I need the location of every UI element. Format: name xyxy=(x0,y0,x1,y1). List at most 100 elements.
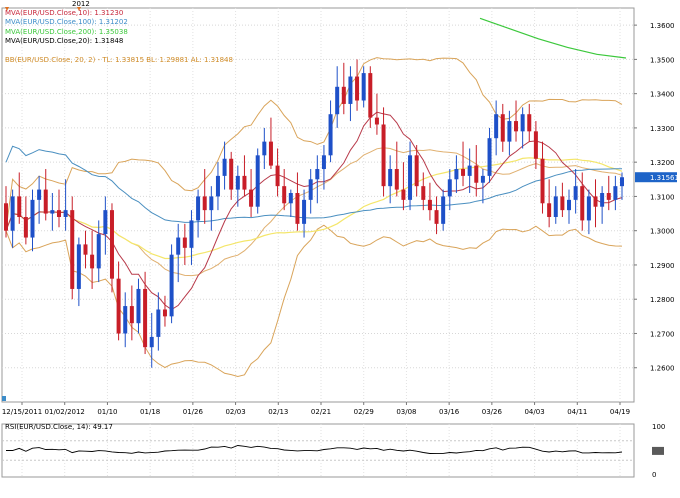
candle-body xyxy=(162,309,167,317)
candle-body xyxy=(215,175,220,197)
year-marker-icon xyxy=(77,7,81,11)
candle-body xyxy=(514,121,519,132)
candle-body xyxy=(593,196,598,207)
candle-body xyxy=(10,196,15,231)
date-tick-label: 02/29 xyxy=(354,408,374,416)
price-tick-label: 1.2800 xyxy=(650,296,675,304)
candle-body xyxy=(507,121,512,142)
last-price-label: 1.31561 xyxy=(650,174,679,182)
price-tick-label: 1.3200 xyxy=(650,159,675,167)
candle-body xyxy=(461,169,466,176)
candle-body xyxy=(103,210,108,235)
candle-body xyxy=(182,237,187,248)
price-tick-label: 1.3600 xyxy=(650,22,675,30)
candle-body xyxy=(268,141,273,166)
candle-body xyxy=(83,244,88,255)
candle-body xyxy=(434,210,439,224)
candle-body xyxy=(553,196,558,217)
rsi-last-marker xyxy=(652,446,664,455)
candle-body xyxy=(169,254,174,317)
candle-body xyxy=(527,114,532,132)
rsi-tick-label: 100 xyxy=(652,423,665,431)
candle-body xyxy=(63,210,68,217)
bollinger-upper-line xyxy=(5,57,623,231)
price-tick-label: 1.2700 xyxy=(650,330,675,338)
candle-body xyxy=(540,158,545,204)
candle-body xyxy=(427,199,432,211)
candle-body xyxy=(308,179,313,200)
candle-body xyxy=(202,196,207,211)
candle-body xyxy=(454,169,459,180)
candle-body xyxy=(56,210,61,217)
date-tick-label: 01/10 xyxy=(97,408,117,416)
candle-body xyxy=(156,309,161,337)
candle-body xyxy=(335,86,340,115)
candle-body xyxy=(480,175,485,183)
candle-body xyxy=(288,193,293,204)
candle-body xyxy=(421,186,426,200)
candle-body xyxy=(414,155,419,187)
date-tick-label: 02/13 xyxy=(268,408,288,416)
scroll-marker-icon xyxy=(2,396,6,401)
candles xyxy=(4,59,624,368)
legend-mva20: MVA(EUR/USD.Close,20): 1.31848 xyxy=(5,37,124,46)
candle-body xyxy=(586,196,591,221)
candle-body xyxy=(109,210,114,279)
candle-body xyxy=(567,199,572,211)
candle-body xyxy=(533,131,538,159)
candle-body xyxy=(620,177,624,187)
price-tick-label: 1.3000 xyxy=(650,228,675,236)
candle-body xyxy=(262,141,267,156)
candle-body xyxy=(235,175,240,190)
candle-body xyxy=(209,196,214,211)
candle-body xyxy=(547,203,552,217)
candle-body xyxy=(295,193,300,224)
candle-body xyxy=(381,124,386,187)
candle-body xyxy=(441,196,446,224)
candle-body xyxy=(494,114,499,139)
candle-body xyxy=(96,234,101,269)
candle-body xyxy=(467,165,472,176)
price-tick-label: 1.3100 xyxy=(650,193,675,201)
rsi-line xyxy=(6,445,623,454)
candle-body xyxy=(242,175,247,190)
candle-body xyxy=(70,210,75,289)
year-label: 2012 xyxy=(72,0,90,8)
candle-body xyxy=(116,278,121,334)
rsi-label: RSI(EUR/USD.Close, 14): 49.17 xyxy=(5,423,113,431)
price-tick-label: 1.3500 xyxy=(650,56,675,64)
candle-body xyxy=(560,196,565,211)
legend-mva100: MVA(EUR/USD.Close,100): 1.31202 xyxy=(5,18,128,27)
legend-mva200: MVA(EUR/USD.Close,200): 1.35038 xyxy=(5,27,128,36)
date-tick-label: 04/11 xyxy=(567,408,587,416)
date-tick-label: 04/19 xyxy=(610,408,630,416)
candle-body xyxy=(255,155,260,207)
date-tick-label: 01/18 xyxy=(140,408,160,416)
candle-body xyxy=(282,186,287,204)
candle-body xyxy=(401,189,406,200)
rsi-tick-label: 0 xyxy=(652,471,656,479)
candle-body xyxy=(328,114,333,156)
start-marker-icon xyxy=(5,7,9,11)
candle-body xyxy=(136,288,141,324)
price-tick-label: 1.2600 xyxy=(650,365,675,373)
candle-body xyxy=(222,158,227,176)
last-price-box xyxy=(635,172,677,183)
candle-body xyxy=(580,186,585,221)
mva100-line xyxy=(5,145,622,223)
candle-body xyxy=(613,186,618,200)
candle-body xyxy=(606,193,611,200)
candle-body xyxy=(275,165,280,187)
mva10-line xyxy=(5,111,623,311)
candle-body xyxy=(37,189,42,200)
candle-body xyxy=(321,155,326,170)
candle-body xyxy=(520,114,525,132)
legend-blank xyxy=(5,47,233,56)
price-tick-label: 1.3300 xyxy=(650,125,675,133)
candle-body xyxy=(487,138,492,176)
candle-body xyxy=(30,199,35,238)
candle-body xyxy=(189,220,194,248)
candle-body xyxy=(50,210,55,214)
